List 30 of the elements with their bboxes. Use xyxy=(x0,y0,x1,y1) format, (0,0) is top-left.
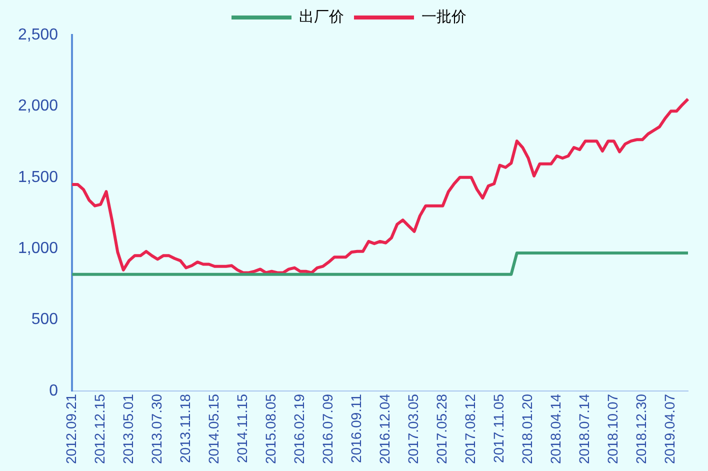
y-tick-label: 1,000 xyxy=(18,240,58,257)
x-tick-label: 2012.12.15 xyxy=(91,394,108,464)
x-tick-label: 2017.11.05 xyxy=(490,394,507,463)
x-tick-label: 2018.04.14 xyxy=(548,394,564,464)
x-tick-label: 2012.09.21 xyxy=(62,394,79,464)
legend-label: 一批价 xyxy=(422,7,466,26)
y-tick-label: 2,500 xyxy=(18,26,58,44)
x-tick-label: 2016.12.04 xyxy=(376,394,393,464)
x-tick-label: 2017.05.28 xyxy=(434,394,450,464)
x-tick-label: 2017.03.05 xyxy=(405,394,422,464)
x-tick-label: 2018.01.20 xyxy=(519,394,536,464)
x-tick-label: 2014.05.15 xyxy=(205,394,222,464)
x-tick-label: 2017.08.12 xyxy=(462,394,478,464)
x-tick-label: 2016.09.11 xyxy=(348,394,364,463)
x-tick-label: 2016.07.09 xyxy=(320,394,336,464)
y-tick-label: 2,000 xyxy=(18,98,58,115)
y-tick-label: 0 xyxy=(49,382,58,400)
x-tick-label: 2013.05.01 xyxy=(120,394,136,464)
y-tick-label: 1,500 xyxy=(18,168,58,186)
x-tick-label: 2013.11.18 xyxy=(176,394,193,463)
y-tick-label: 500 xyxy=(31,311,58,328)
legend-label: 出厂价 xyxy=(299,7,344,26)
x-tick-label: 2019.04.07 xyxy=(662,394,678,464)
x-tick-label: 2016.02.19 xyxy=(291,394,308,464)
x-tick-label: 2013.07.30 xyxy=(148,394,164,464)
x-tick-label: 2018.12.30 xyxy=(633,394,650,464)
x-tick-label: 2014.11.15 xyxy=(234,394,250,463)
x-tick-label: 2015.08.05 xyxy=(262,394,279,464)
x-tick-label: 2018.07.14 xyxy=(576,394,592,464)
x-tick-label: 2018.10.07 xyxy=(604,394,621,464)
